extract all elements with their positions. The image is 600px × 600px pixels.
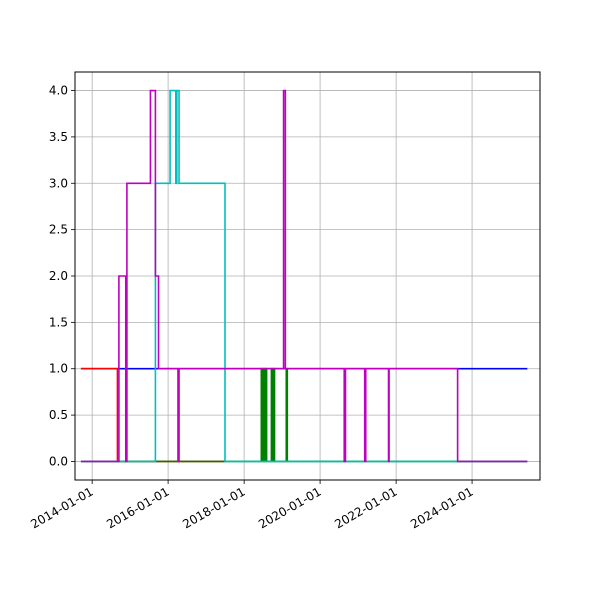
grid	[75, 72, 540, 480]
y-tick-label: 0.0	[49, 454, 68, 468]
x-tick-label: 2018-01-01	[180, 484, 247, 531]
y-tick-label: 3.5	[49, 130, 68, 144]
series-group	[80, 89, 528, 463]
x-tick-label: 2024-01-01	[408, 484, 475, 531]
series-line-4	[80, 89, 528, 463]
x-tick-label: 2016-01-01	[104, 484, 171, 531]
x-tick-label: 2020-01-01	[256, 484, 323, 531]
y-tick-label: 2.0	[49, 269, 68, 283]
x-tick-label: 2014-01-01	[28, 484, 95, 531]
x-tick-label: 2022-01-01	[332, 484, 399, 531]
y-tick-label: 3.0	[49, 176, 68, 190]
y-tick-label: 2.5	[49, 223, 68, 237]
y-tick-label: 0.5	[49, 408, 68, 422]
series-line-3	[80, 89, 528, 463]
y-tick-label: 1.0	[49, 362, 68, 376]
y-tick-label: 1.5	[49, 315, 68, 329]
y-tick-label: 4.0	[49, 84, 68, 98]
